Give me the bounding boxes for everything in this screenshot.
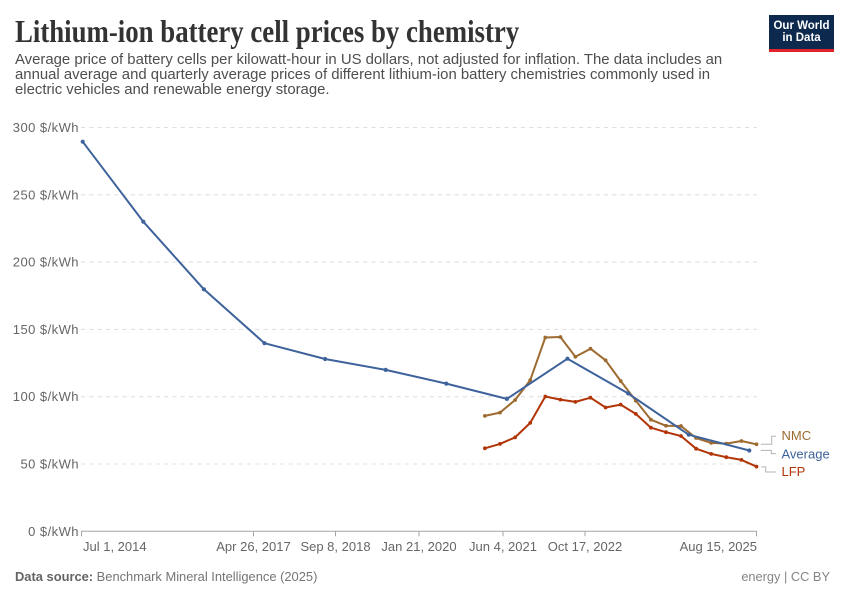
svg-text:200 $/kWh: 200 $/kWh (13, 255, 79, 270)
svg-text:Jun 4, 2021: Jun 4, 2021 (469, 539, 537, 554)
svg-text:NMC: NMC (782, 428, 812, 443)
svg-text:Average: Average (782, 446, 830, 461)
svg-text:100 $/kWh: 100 $/kWh (13, 389, 79, 404)
svg-text:LFP: LFP (782, 464, 806, 479)
svg-text:Jul 1, 2014: Jul 1, 2014 (83, 539, 147, 554)
svg-text:300 $/kWh: 300 $/kWh (13, 120, 79, 135)
svg-text:Sep 8, 2018: Sep 8, 2018 (300, 539, 370, 554)
svg-text:0 $/kWh: 0 $/kWh (28, 524, 79, 539)
svg-text:150 $/kWh: 150 $/kWh (13, 322, 79, 337)
svg-text:Aug 15, 2025: Aug 15, 2025 (680, 539, 757, 554)
svg-text:Apr 26, 2017: Apr 26, 2017 (216, 539, 290, 554)
svg-text:250 $/kWh: 250 $/kWh (13, 187, 79, 202)
svg-text:Jan 21, 2020: Jan 21, 2020 (381, 539, 456, 554)
svg-text:Oct 17, 2022: Oct 17, 2022 (548, 539, 622, 554)
svg-text:50 $/kWh: 50 $/kWh (20, 457, 79, 472)
